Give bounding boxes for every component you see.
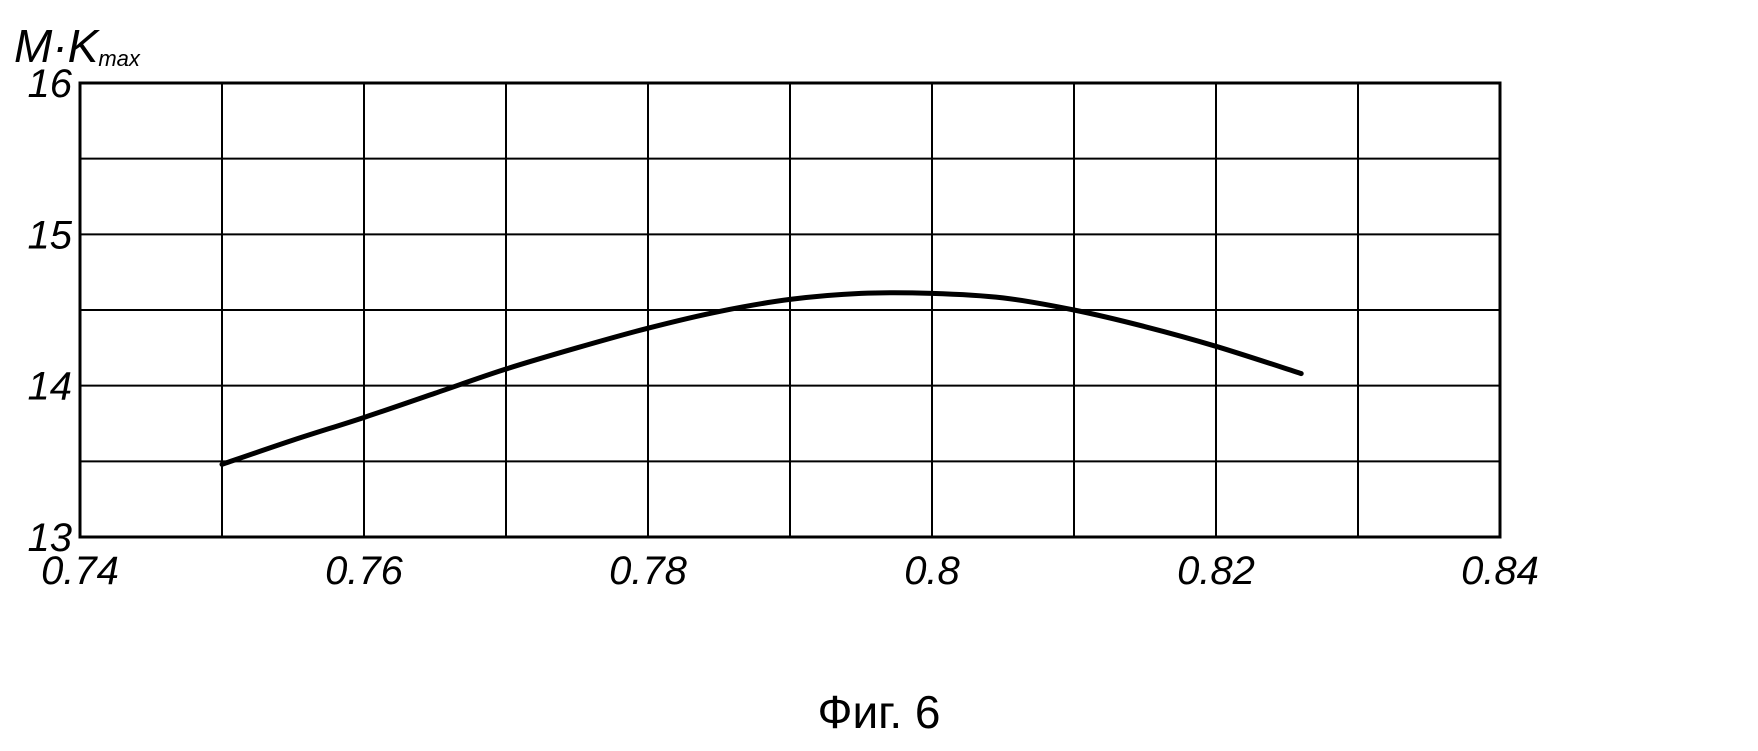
x-tick-label: 0.78 <box>609 549 688 593</box>
x-tick-labels: 0.74 0.76 0.78 0.8 0.82 0.84 <box>41 549 1539 593</box>
x-tick-label: 0.82 <box>1177 549 1255 593</box>
x-tick-label: 0.8 <box>904 549 960 593</box>
y-tick-label: 16 <box>28 62 73 106</box>
x-tick-label: 0.84 <box>1461 549 1539 593</box>
figure-caption: Фиг. 6 <box>818 686 941 738</box>
y-tick-label: 13 <box>28 516 73 560</box>
y-tick-labels: 13 14 15 16 <box>28 62 73 560</box>
series-line <box>219 290 1304 467</box>
grid-lines <box>80 83 1500 537</box>
y-axis-label: M·Kmax <box>14 20 141 72</box>
series-layer <box>219 290 1304 467</box>
x-tick-label: 0.74 <box>41 549 119 593</box>
y-tick-label: 14 <box>28 365 73 409</box>
y-tick-label: 15 <box>28 213 73 257</box>
x-tick-label: 0.76 <box>325 549 404 593</box>
plot-frame <box>78 81 1502 539</box>
